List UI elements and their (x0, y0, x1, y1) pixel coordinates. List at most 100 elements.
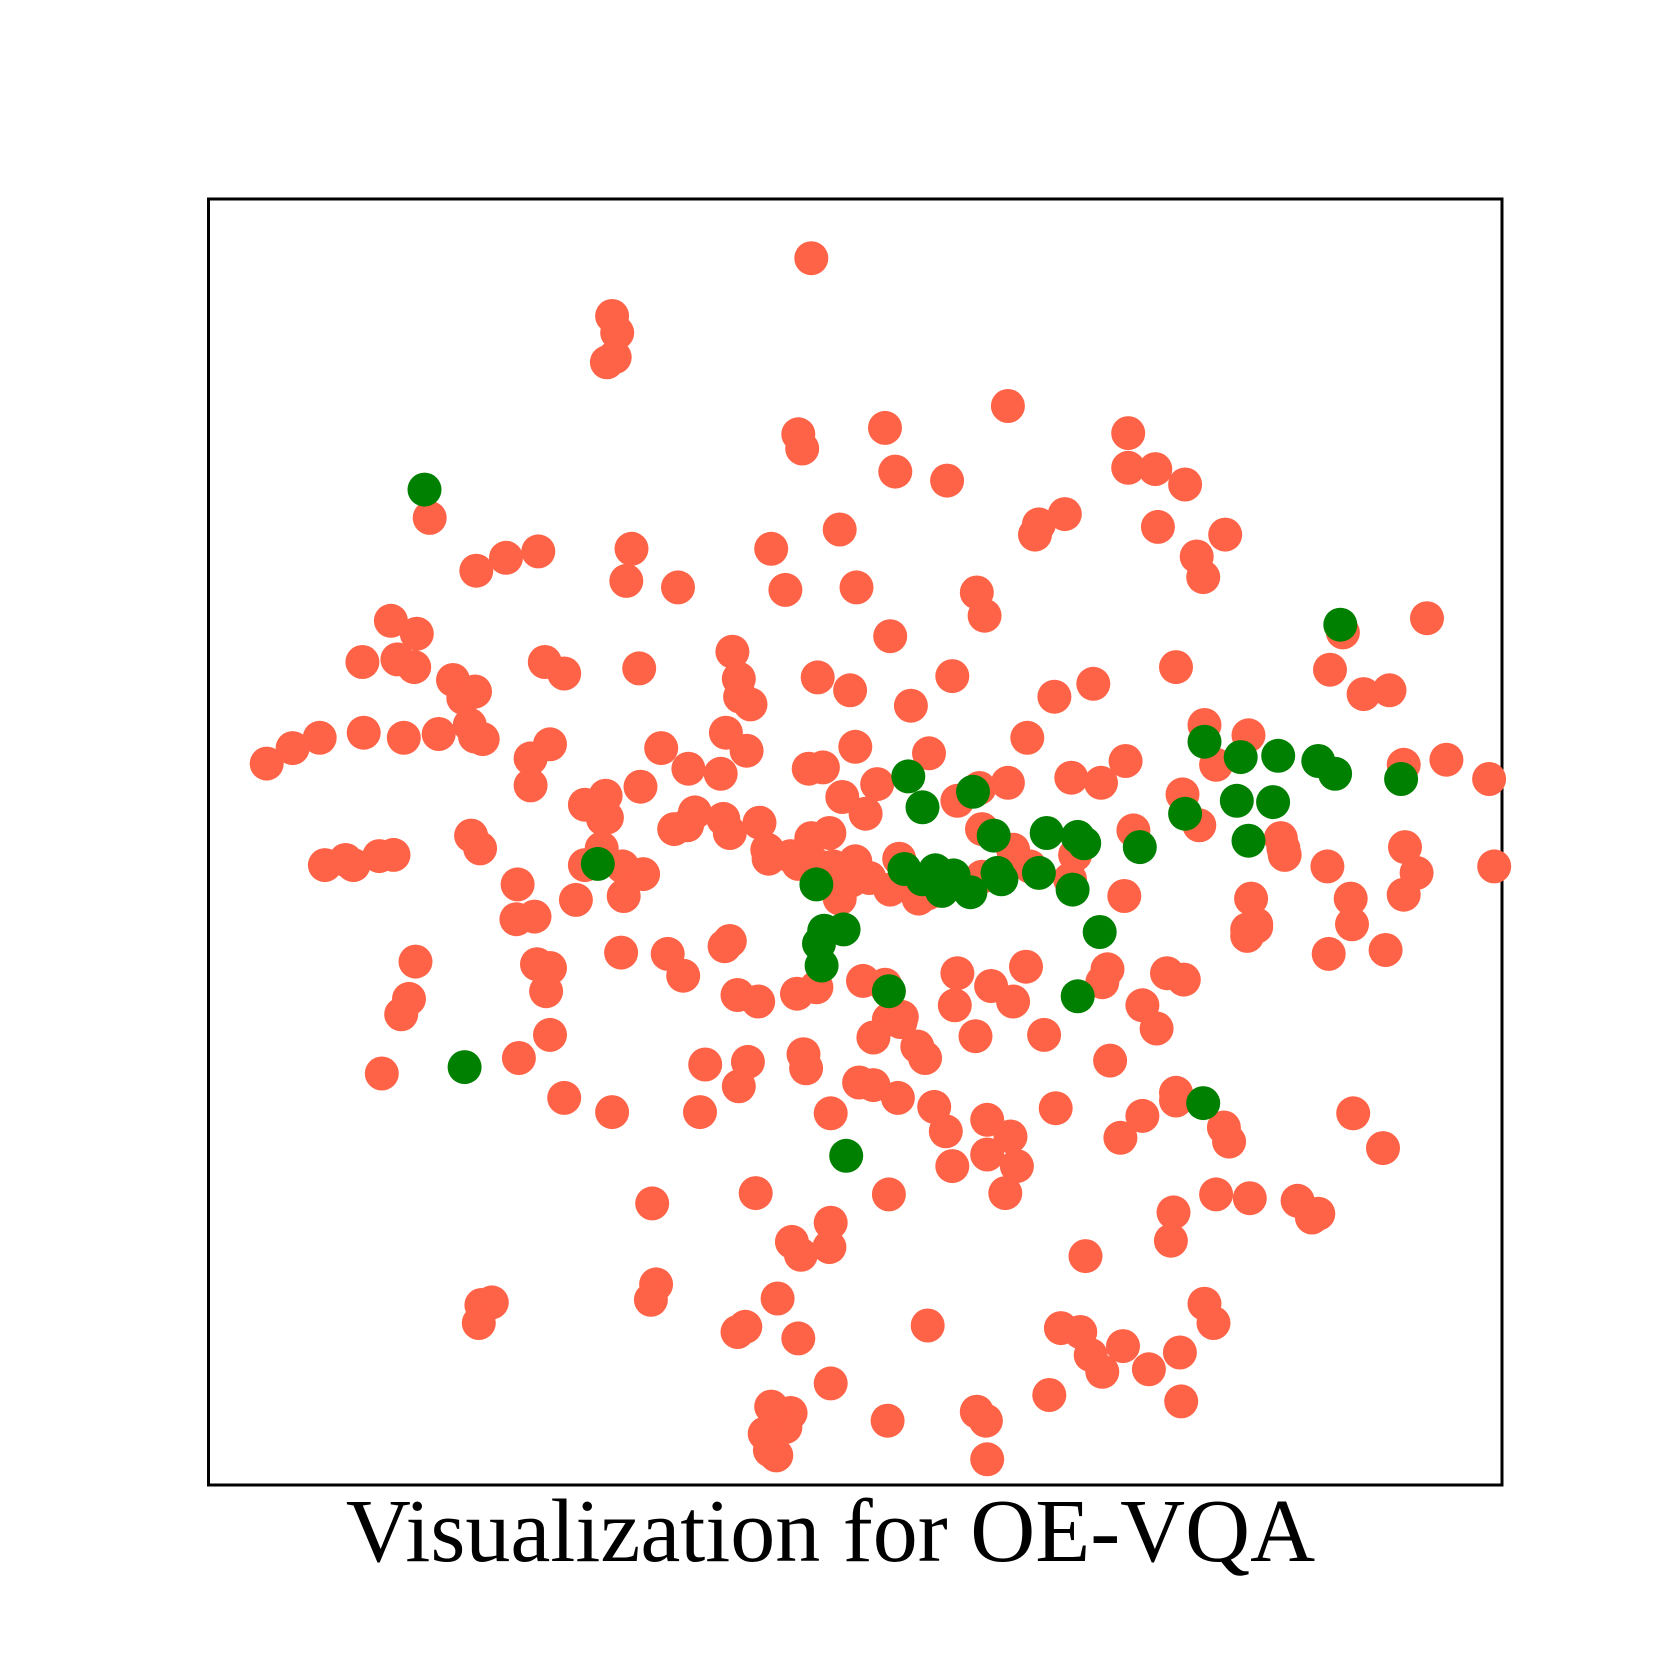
scatter-point-s0-60 (721, 661, 756, 696)
scatter-point-s1-15 (1029, 816, 1064, 850)
scatter-point-s0-29 (1111, 450, 1146, 485)
scatter-point-s0-285 (870, 1403, 905, 1438)
scatter-point-s0-49 (275, 731, 310, 766)
scatter-point-s0-31 (1168, 467, 1203, 502)
scatter-point-s0-2 (600, 315, 635, 350)
scatter-point-s0-62 (800, 660, 835, 695)
scatter-point-s0-205 (1085, 965, 1120, 1000)
scatter-point-s0-248 (1068, 1239, 1103, 1274)
scatter-point-s1-12 (891, 759, 926, 794)
scatter-point-s0-152 (376, 837, 411, 872)
scatter-point-s1-3 (1223, 740, 1258, 775)
scatter-point-s0-269 (1106, 1329, 1140, 1364)
scatter-point-s1-40 (829, 1138, 864, 1173)
scatter-point-s0-94 (586, 801, 620, 836)
scatter-point-s0-217 (789, 1051, 824, 1086)
scatter-point-s0-4 (589, 345, 624, 380)
scatter-point-s0-144 (1477, 849, 1512, 884)
scatter-point-s0-199 (958, 1019, 993, 1054)
scatter-point-s0-170 (666, 958, 701, 993)
scatter-point-s0-21 (661, 570, 695, 605)
scatter-point-s0-239 (1232, 1181, 1267, 1216)
scatter-point-s0-54 (458, 719, 492, 754)
scatter-point-s1-8 (1219, 783, 1254, 818)
scatter-point-s0-181 (533, 1017, 567, 1052)
scatter-point-s0-165 (626, 857, 661, 892)
scatter-point-s0-244 (1280, 1183, 1315, 1218)
scatter-point-s0-211 (1125, 1098, 1160, 1133)
scatter-point-s0-259 (633, 1282, 668, 1317)
scatter-point-s0-234 (1159, 1083, 1193, 1118)
scatter-point-s0-232 (935, 1149, 970, 1184)
scatter-point-s0-145 (1386, 877, 1421, 912)
scatter-point-s0-184 (595, 1095, 630, 1130)
scatter-point-s0-238 (1199, 1177, 1234, 1212)
scatter-point-s0-22 (754, 531, 789, 566)
scatter-point-s0-150 (1335, 907, 1369, 942)
scatter-point-s1-39 (447, 1050, 482, 1085)
scatter-point-s0-231 (999, 1149, 1034, 1184)
scatter-point-s0-140 (1267, 837, 1302, 872)
plot-frame (207, 197, 1504, 1487)
scatter-point-s0-27 (873, 619, 908, 654)
scatter-point-s1-4 (1261, 738, 1296, 773)
scatter-point-s1-25 (953, 875, 988, 910)
scatter-point-s0-214 (1311, 936, 1346, 971)
scatter-point-s0-256 (774, 1224, 809, 1259)
scatter-point-s0-40 (345, 645, 380, 679)
scatter-point-s0-90 (513, 768, 548, 803)
scatter-point-s0-10 (930, 463, 965, 498)
scatter-point-s0-219 (883, 1005, 918, 1039)
scatter-point-s0-89 (513, 741, 548, 776)
scatter-point-s0-69 (1313, 652, 1347, 687)
scatter-point-s0-46 (421, 717, 456, 751)
scatter-point-s1-31 (799, 867, 834, 902)
scatter-point-s0-179 (501, 1041, 536, 1075)
scatter-point-s0-207 (1166, 962, 1201, 997)
scatter-point-s0-45 (458, 674, 492, 709)
scatter-point-s0-0 (794, 241, 829, 276)
scatter-point-s0-213 (1239, 909, 1274, 944)
scatter-point-s0-271 (1131, 1352, 1166, 1387)
scatter-point-s1-41 (1186, 1086, 1221, 1121)
scatter-point-s0-78 (1108, 744, 1143, 778)
scatter-point-s0-243 (1366, 1131, 1400, 1166)
scatter-point-s0-255 (635, 1186, 670, 1221)
scatter-point-s0-168 (712, 924, 747, 958)
scatter-point-s1-9 (1256, 785, 1291, 820)
scatter-point-s0-53 (386, 720, 421, 755)
scatter-point-s0-149 (1368, 933, 1403, 967)
scatter-point-s0-14 (1047, 497, 1082, 532)
scatter-point-s1-23 (887, 852, 922, 886)
scatter-point-s0-276 (1162, 1335, 1197, 1370)
scatter-point-s1-11 (956, 774, 990, 809)
scatter-point-s0-50 (249, 746, 284, 781)
scatter-point-s0-246 (1156, 1195, 1191, 1230)
scatter-point-s0-35 (1186, 560, 1221, 595)
scatter-point-s1-17 (1067, 826, 1102, 861)
scatter-point-s0-18 (459, 553, 494, 588)
scatter-point-s0-275 (1164, 1384, 1199, 1419)
scatter-point-s0-286 (1073, 1338, 1108, 1373)
scatter-point-s0-166 (606, 879, 641, 913)
scatter-point-s0-183 (683, 1095, 717, 1130)
scatter-point-s1-30 (1082, 915, 1117, 949)
scatter-point-s0-84 (703, 756, 738, 791)
scatter-point-s0-235 (1103, 1120, 1138, 1155)
scatter-point-s0-146 (1234, 881, 1269, 916)
scatter-point-s0-79 (1010, 720, 1045, 755)
scatter-point-s0-37 (1410, 601, 1444, 636)
scatter-point-s0-265 (781, 1321, 816, 1356)
scatter-point-s0-215 (1333, 881, 1368, 916)
scatter-point-s0-61 (733, 687, 768, 722)
scatter-point-s0-13 (1021, 507, 1056, 542)
scatter-point-s0-30 (1138, 452, 1173, 487)
scatter-point-s0-142 (1388, 830, 1422, 865)
scatter-point-s0-171 (604, 935, 639, 970)
scatter-point-s0-130 (1084, 765, 1118, 800)
scatter-point-s0-240 (1336, 1096, 1371, 1131)
scatter-point-s0-73 (1472, 762, 1507, 796)
scatter-point-s0-195 (996, 984, 1031, 1019)
scatter-point-s0-105 (848, 796, 883, 831)
